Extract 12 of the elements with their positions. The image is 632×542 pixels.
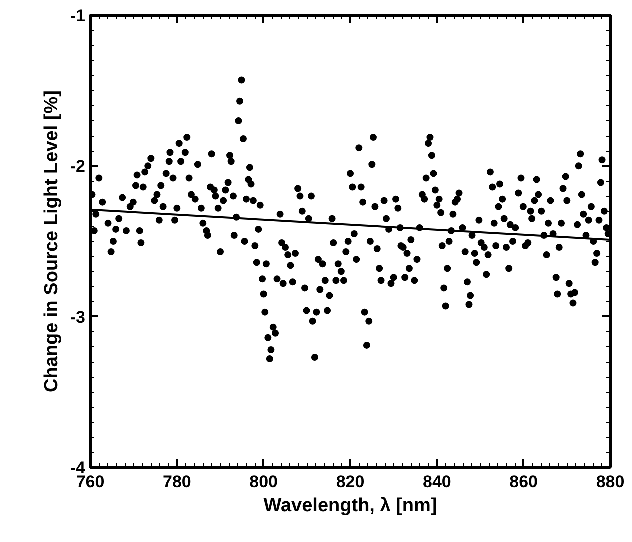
x-tick-label: 840 — [422, 472, 452, 492]
y-tick-label: -2 — [70, 157, 86, 176]
y-tick-label: -1 — [70, 6, 86, 26]
x-tick-label: 860 — [510, 472, 538, 492]
y-tick-label: -3 — [70, 308, 86, 327]
x-tick-label: 880 — [596, 472, 625, 492]
y-axis-title: Change in Source Light Level [%] — [41, 90, 62, 392]
x-axis-title: Wavelength, λ [nm] — [264, 496, 438, 516]
x-tick-label: 760 — [76, 472, 105, 492]
x-tick-label: 820 — [336, 472, 365, 492]
x-tick-label: 780 — [162, 472, 192, 492]
x-tick-label: 800 — [250, 472, 278, 492]
